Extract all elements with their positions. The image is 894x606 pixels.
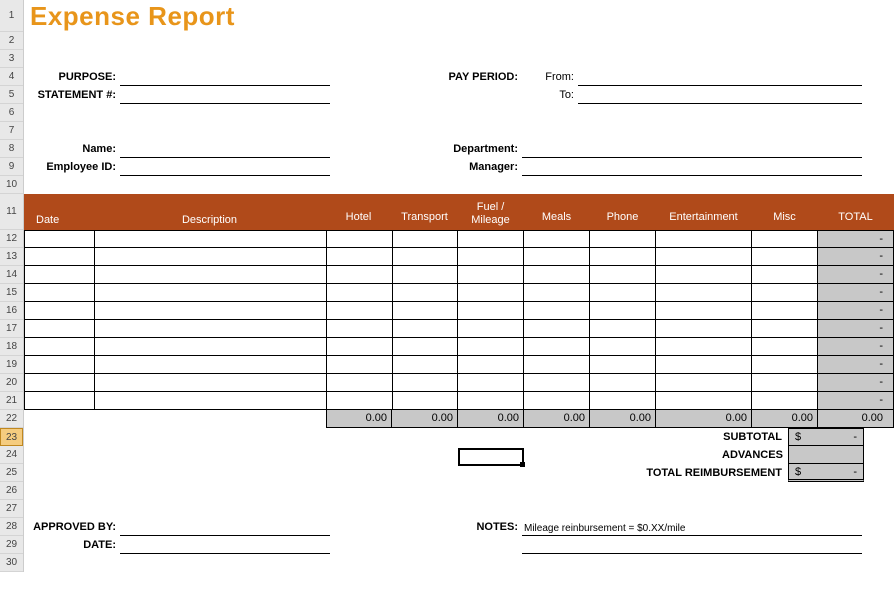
department-label: Department: — [436, 143, 522, 155]
from-input[interactable] — [578, 69, 862, 86]
col-total: TOTAL — [818, 209, 894, 230]
row-header[interactable]: 5 — [0, 86, 23, 104]
row-header[interactable]: 15 — [0, 284, 23, 302]
row-header[interactable]: 6 — [0, 104, 23, 122]
row-header[interactable]: 13 — [0, 248, 23, 266]
table-row[interactable]: - — [24, 374, 894, 392]
sum-transport: 0.00 — [392, 410, 458, 428]
row-header[interactable]: 24 — [0, 446, 23, 464]
sum-total: 0.00 — [818, 410, 894, 428]
purpose-label: PURPOSE: — [24, 71, 120, 83]
employee-input[interactable] — [120, 159, 330, 176]
manager-label: Manager: — [436, 161, 522, 173]
reimbursement-value: $- — [788, 464, 864, 482]
approved-input[interactable] — [120, 519, 330, 536]
sum-phone: 0.00 — [590, 410, 656, 428]
notes-label: NOTES: — [436, 521, 522, 533]
name-input[interactable] — [120, 141, 330, 158]
notes-line2[interactable] — [522, 537, 862, 554]
row-header[interactable]: 7 — [0, 122, 23, 140]
row-header[interactable]: 17 — [0, 320, 23, 338]
sum-entertainment: 0.00 — [656, 410, 752, 428]
spreadsheet: 1 2 3 4 5 6 7 8 9 10 11 12 13 14 15 16 1… — [0, 0, 894, 572]
table-header: Date Description Hotel Transport Fuel / … — [24, 194, 894, 230]
row-header[interactable]: 20 — [0, 374, 23, 392]
row-header[interactable]: 9 — [0, 158, 23, 176]
col-entertainment: Entertainment — [656, 209, 752, 230]
to-input[interactable] — [578, 87, 862, 104]
table-row[interactable]: - — [24, 248, 894, 266]
row-header[interactable]: 19 — [0, 356, 23, 374]
advances-value[interactable] — [788, 446, 864, 464]
table-row[interactable]: - — [24, 338, 894, 356]
table-sum-row: 0.00 0.00 0.00 0.00 0.00 0.00 0.00 0.00 — [24, 410, 894, 428]
sum-hotel: 0.00 — [326, 410, 392, 428]
row-header[interactable]: 18 — [0, 338, 23, 356]
row-header[interactable]: 16 — [0, 302, 23, 320]
row-header[interactable]: 4 — [0, 68, 23, 86]
row-header[interactable]: 12 — [0, 230, 23, 248]
row-headers: 1 2 3 4 5 6 7 8 9 10 11 12 13 14 15 16 1… — [0, 0, 24, 572]
employee-label: Employee ID: — [24, 161, 120, 173]
statement-label: STATEMENT #: — [24, 89, 120, 101]
report-title: Expense Report — [24, 1, 235, 32]
row-header[interactable]: 29 — [0, 536, 23, 554]
col-date: Date — [24, 214, 94, 230]
row-header[interactable]: 11 — [0, 194, 23, 230]
approved-label: APPROVED BY: — [24, 521, 120, 533]
row-header[interactable]: 23 — [0, 428, 23, 446]
col-misc: Misc — [752, 209, 818, 230]
row-header[interactable]: 1 — [0, 0, 23, 32]
col-meals: Meals — [524, 209, 590, 230]
table-row[interactable]: - — [24, 392, 894, 410]
col-phone: Phone — [590, 209, 656, 230]
table-row[interactable]: - — [24, 320, 894, 338]
table-row[interactable]: - — [24, 266, 894, 284]
col-transport: Transport — [392, 209, 458, 230]
table-row[interactable]: - — [24, 302, 894, 320]
notes-text[interactable]: Mileage reinbursement = $0.XX/mile — [522, 519, 862, 536]
department-input[interactable] — [522, 141, 862, 158]
col-fuel: Fuel / Mileage — [458, 201, 524, 230]
subtotal-label: SUBTOTAL — [722, 431, 788, 443]
sum-meals: 0.00 — [524, 410, 590, 428]
row-header[interactable]: 22 — [0, 410, 23, 428]
sum-fuel: 0.00 — [458, 410, 524, 428]
row-header[interactable]: 3 — [0, 50, 23, 68]
manager-input[interactable] — [522, 159, 862, 176]
reimbursement-label: TOTAL REIMBURSEMENT — [626, 467, 788, 479]
name-label: Name: — [24, 143, 120, 155]
table-row[interactable]: - — [24, 230, 894, 248]
row-header[interactable]: 30 — [0, 554, 23, 572]
sum-misc: 0.00 — [752, 410, 818, 428]
sheet-content: Expense Report PURPOSE: PAY PERIOD: From… — [24, 0, 894, 572]
date-input[interactable] — [120, 537, 330, 554]
row-header[interactable]: 14 — [0, 266, 23, 284]
table-row[interactable]: - — [24, 284, 894, 302]
from-label: From: — [522, 71, 578, 83]
col-description: Description — [94, 214, 326, 230]
row-header[interactable]: 10 — [0, 176, 23, 194]
row-header[interactable]: 28 — [0, 518, 23, 536]
purpose-input[interactable] — [120, 69, 330, 86]
advances-label: ADVANCES — [722, 449, 788, 461]
date-label: DATE: — [24, 539, 120, 551]
row-header[interactable]: 26 — [0, 482, 23, 500]
payperiod-label: PAY PERIOD: — [436, 71, 522, 83]
subtotal-value: $- — [788, 428, 864, 446]
statement-input[interactable] — [120, 87, 330, 104]
table-row[interactable]: - — [24, 356, 894, 374]
row-header[interactable]: 27 — [0, 500, 23, 518]
row-header[interactable]: 21 — [0, 392, 23, 410]
row-header[interactable]: 25 — [0, 464, 23, 482]
row-header[interactable]: 8 — [0, 140, 23, 158]
row-header[interactable]: 2 — [0, 32, 23, 50]
col-hotel: Hotel — [326, 209, 392, 230]
to-label: To: — [522, 89, 578, 101]
